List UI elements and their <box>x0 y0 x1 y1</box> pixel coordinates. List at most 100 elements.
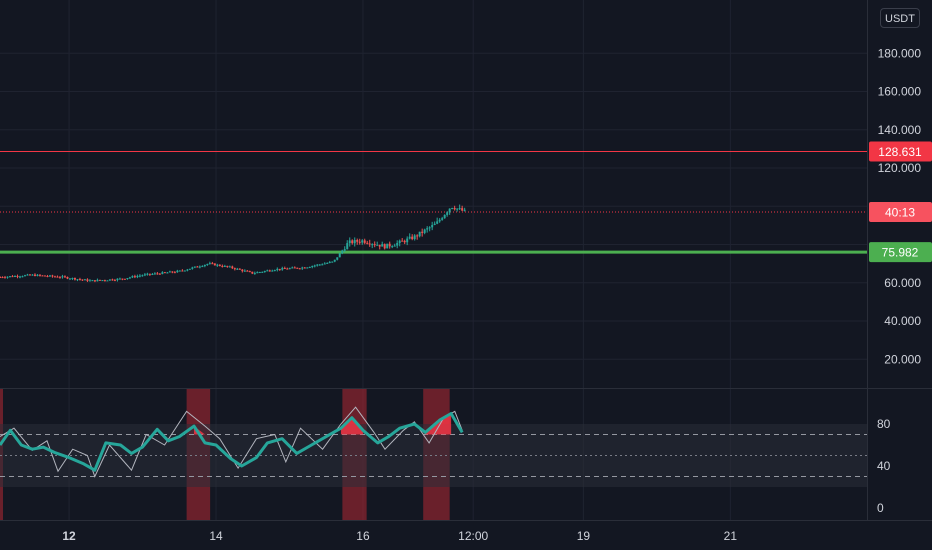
pane-dividers <box>0 0 932 521</box>
candle <box>416 235 419 237</box>
candle <box>21 276 24 278</box>
price-tick-label: 40.000 <box>884 314 921 328</box>
candle <box>411 236 414 240</box>
time-tick-label: 12:00 <box>458 529 488 543</box>
candle <box>286 268 289 270</box>
candle <box>126 278 129 280</box>
candle <box>363 240 366 243</box>
candle <box>378 244 381 247</box>
candle <box>341 250 344 254</box>
price-axis[interactable]: 180.000 160.000 140.000 120.000 60.000 40.000… <box>878 46 922 366</box>
candle <box>38 274 41 276</box>
candle <box>426 228 429 230</box>
candle <box>418 231 421 237</box>
candle <box>293 267 296 269</box>
candle <box>163 272 166 274</box>
candle <box>328 261 331 263</box>
candle <box>33 274 36 276</box>
candle <box>301 267 304 269</box>
countdown-tag-bg <box>869 201 932 222</box>
candle <box>273 270 276 272</box>
candle <box>118 278 121 280</box>
candle <box>356 240 359 242</box>
candle <box>138 275 141 277</box>
candle <box>53 276 56 278</box>
candle <box>81 279 84 281</box>
candle <box>296 267 299 269</box>
candle <box>276 268 279 271</box>
candle <box>151 273 154 275</box>
candle <box>8 276 11 278</box>
price-labels: 128.631 40:13 75.982 <box>869 141 932 263</box>
candle <box>66 277 69 279</box>
candle <box>121 278 124 280</box>
candle <box>438 219 441 222</box>
candle <box>193 266 196 268</box>
candle <box>176 270 179 273</box>
candle <box>173 272 176 274</box>
time-axis[interactable]: 12 14 16 12:00 19 21 <box>62 529 737 543</box>
candle <box>463 209 466 211</box>
candle <box>1 277 4 279</box>
candle <box>358 241 361 243</box>
candles <box>0 204 466 283</box>
candle <box>56 276 59 278</box>
oscillator-axis[interactable]: 80 40 0 <box>877 417 891 515</box>
candle <box>303 267 306 269</box>
candle <box>318 264 321 266</box>
candle <box>306 267 309 269</box>
currency-button[interactable]: USDT <box>880 8 920 28</box>
candle <box>116 278 119 281</box>
candle <box>413 235 416 240</box>
candle <box>78 279 81 281</box>
candle <box>423 229 426 233</box>
candle <box>371 244 374 246</box>
candle <box>333 259 336 262</box>
candle <box>461 208 464 211</box>
candle <box>228 266 231 268</box>
candle <box>161 272 164 275</box>
candle <box>128 277 131 279</box>
candle <box>171 271 174 273</box>
time-tick-label: 12 <box>62 529 76 543</box>
candle <box>181 270 184 272</box>
candle <box>146 273 149 275</box>
candle <box>406 238 409 243</box>
candle <box>451 208 454 210</box>
price-tick-label: 120.000 <box>878 161 922 175</box>
candle <box>258 272 261 274</box>
candle <box>3 277 6 279</box>
candle <box>133 276 136 278</box>
candle <box>386 243 389 249</box>
candle <box>353 240 356 244</box>
candle <box>108 279 111 281</box>
candle <box>63 276 66 278</box>
candle <box>361 240 364 243</box>
candle <box>16 276 19 278</box>
countdown-tag: 40:13 <box>869 201 932 222</box>
candle <box>256 272 259 274</box>
candle <box>281 268 284 270</box>
time-tick-label: 21 <box>724 529 738 543</box>
candle <box>373 244 376 246</box>
candle <box>213 263 216 266</box>
candle <box>221 265 224 267</box>
candle <box>313 265 316 267</box>
support-price-tag-bg <box>869 242 932 263</box>
candle <box>428 227 431 229</box>
candle <box>271 270 274 272</box>
oscillator-tick-label: 40 <box>877 459 891 473</box>
resistance-price-tag-bg <box>869 141 932 162</box>
candle <box>123 278 126 280</box>
time-tick-label: 19 <box>577 529 591 543</box>
candle <box>278 268 281 270</box>
candle <box>203 264 206 267</box>
candle <box>168 271 171 273</box>
candle <box>103 280 106 282</box>
candle <box>343 249 346 251</box>
candle <box>113 280 116 282</box>
candle <box>436 221 439 224</box>
candle <box>178 270 181 272</box>
candle <box>93 280 96 282</box>
